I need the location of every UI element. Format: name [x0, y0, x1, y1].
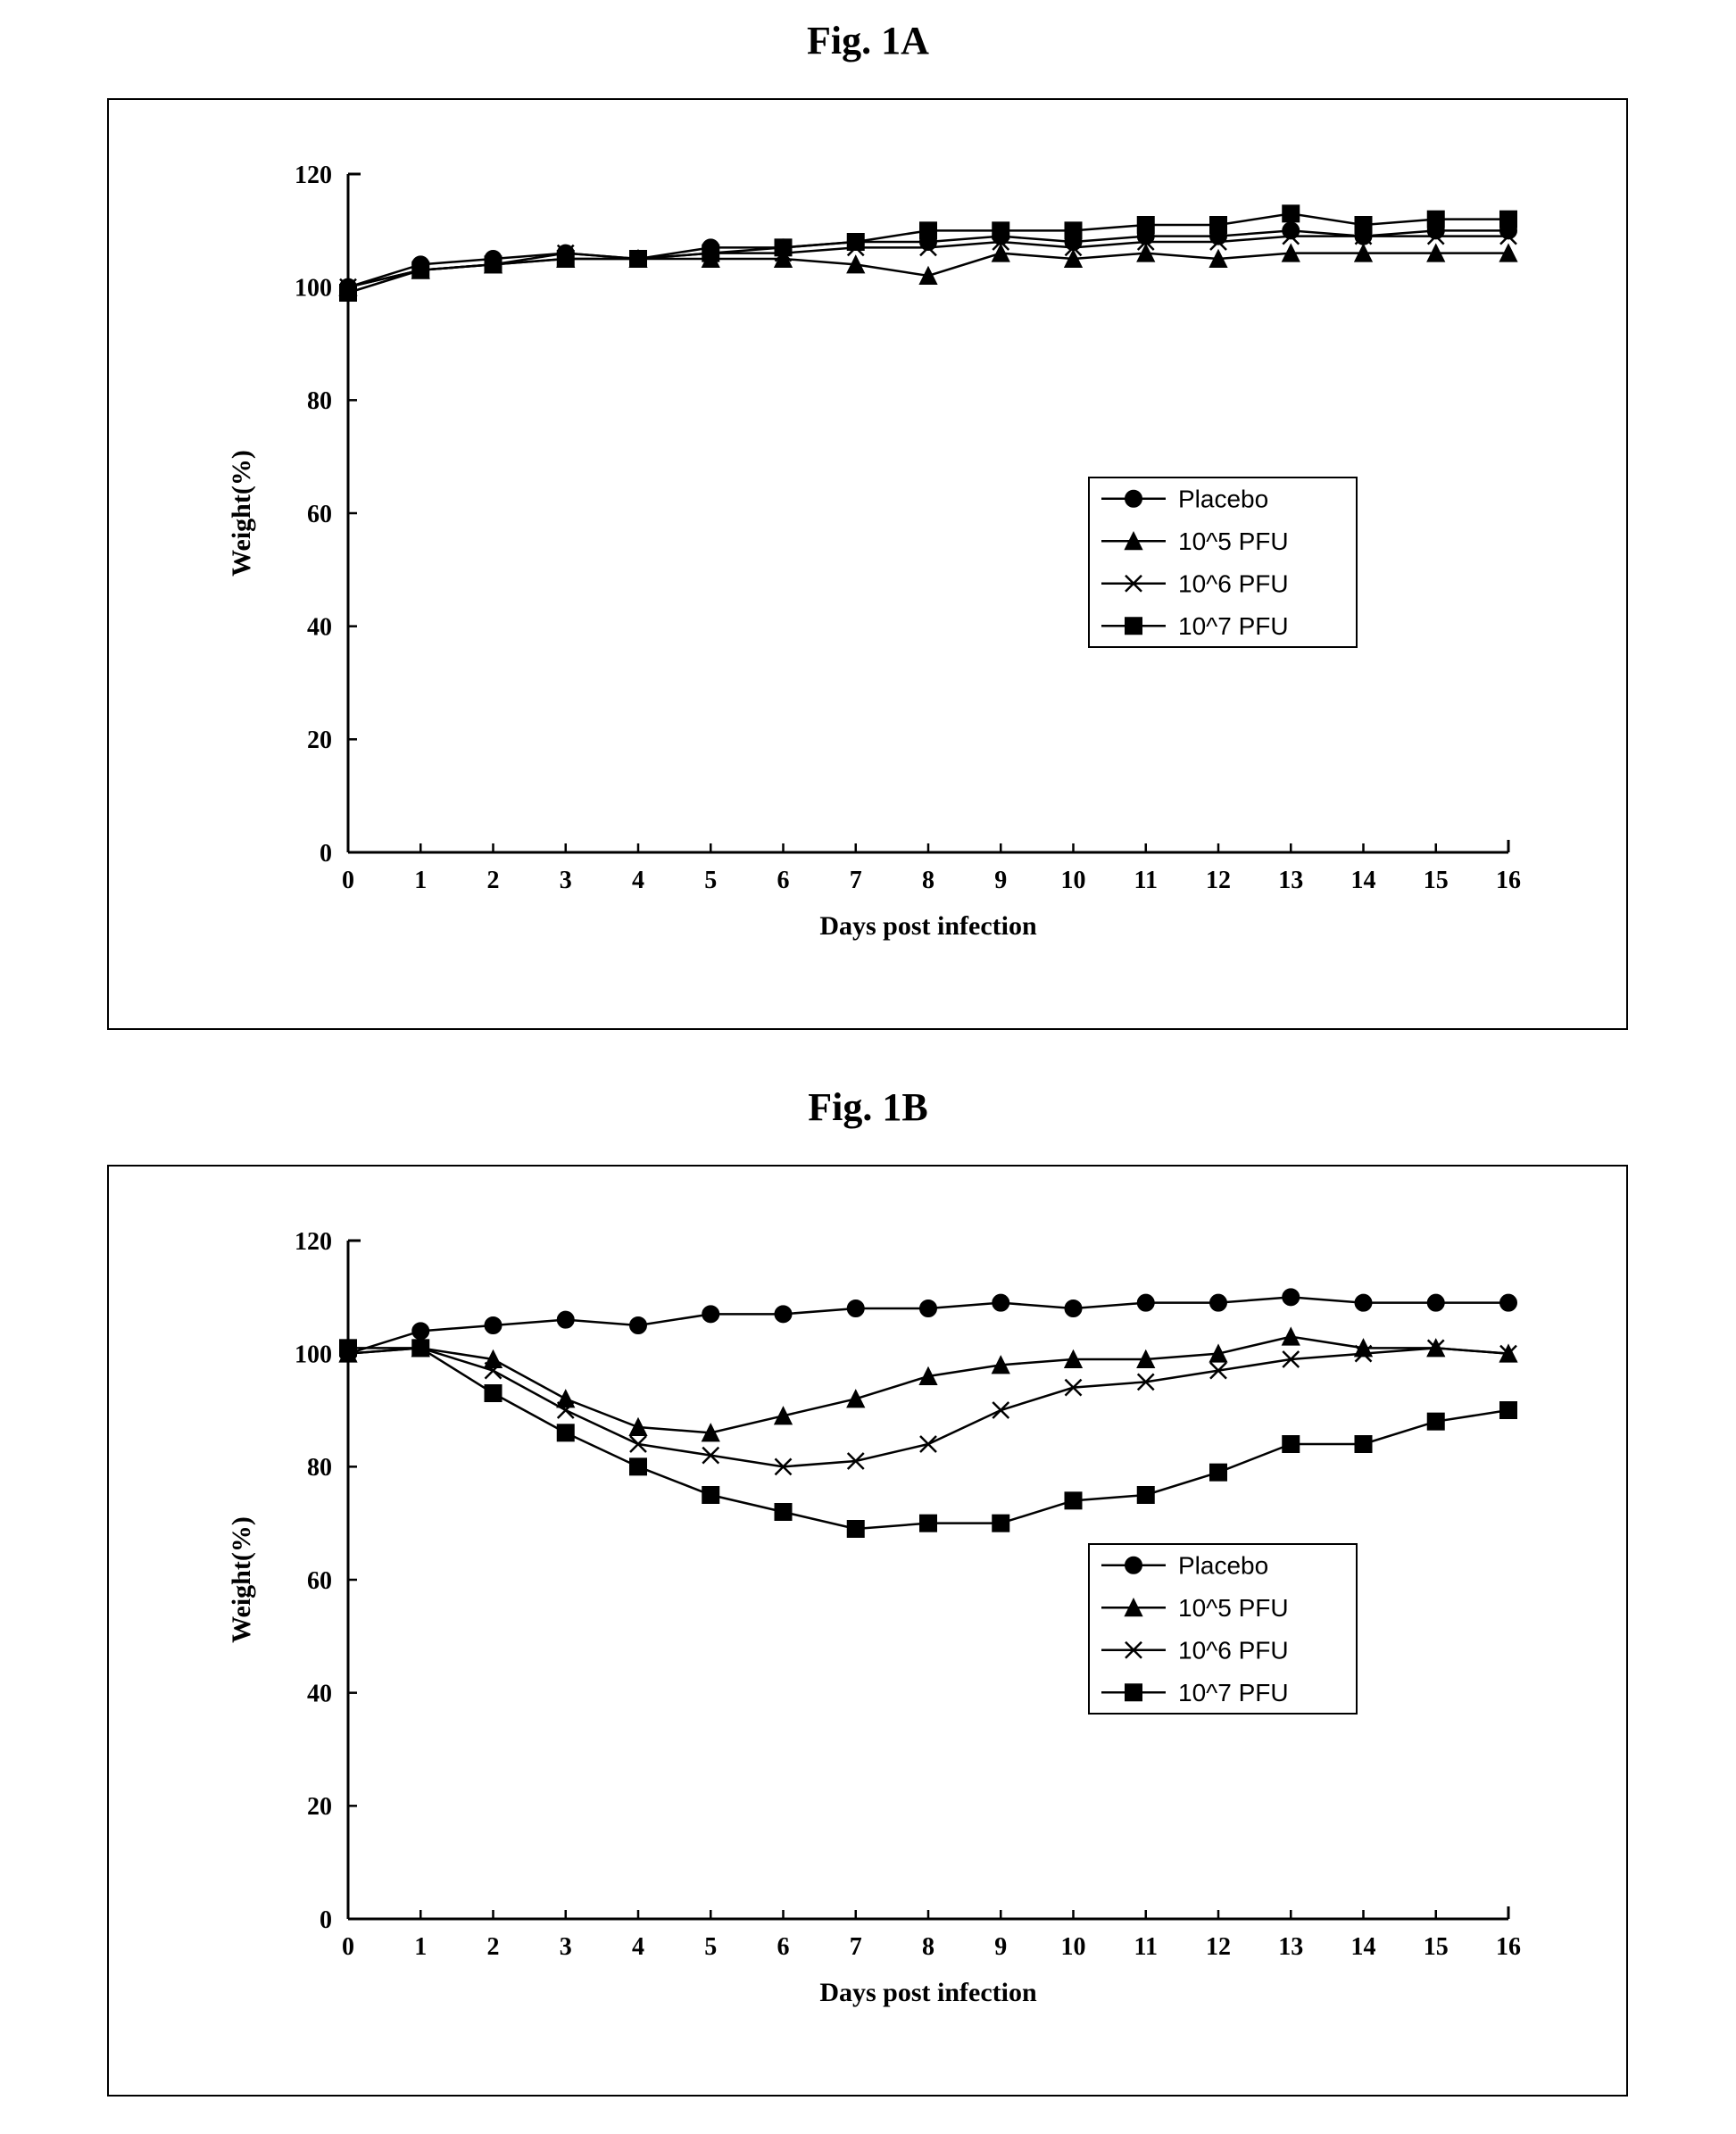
- svg-text:6: 6: [777, 867, 790, 894]
- svg-text:3: 3: [560, 867, 572, 894]
- svg-text:10^7 PFU: 10^7 PFU: [1178, 612, 1289, 640]
- svg-text:10^7 PFU: 10^7 PFU: [1178, 1679, 1289, 1706]
- svg-text:9: 9: [994, 1933, 1007, 1961]
- svg-text:10^5 PFU: 10^5 PFU: [1178, 1594, 1289, 1622]
- svg-text:1: 1: [414, 867, 427, 894]
- svg-text:120: 120: [295, 162, 332, 189]
- svg-text:7: 7: [850, 1933, 862, 1961]
- chart-b: 020406080100120012345678910111213141516D…: [143, 1187, 1589, 2075]
- svg-text:15: 15: [1424, 867, 1449, 894]
- svg-text:16: 16: [1496, 1933, 1521, 1961]
- svg-text:11: 11: [1134, 867, 1158, 894]
- svg-text:0: 0: [342, 1933, 354, 1961]
- svg-text:10^5 PFU: 10^5 PFU: [1178, 527, 1289, 555]
- svg-text:3: 3: [560, 1933, 572, 1961]
- svg-text:Placebo: Placebo: [1178, 1552, 1268, 1580]
- svg-text:80: 80: [307, 1454, 332, 1482]
- svg-text:8: 8: [922, 867, 934, 894]
- svg-text:0: 0: [320, 1906, 332, 1934]
- svg-text:100: 100: [295, 1341, 332, 1368]
- svg-text:15: 15: [1424, 1933, 1449, 1961]
- svg-text:14: 14: [1351, 867, 1376, 894]
- svg-text:7: 7: [850, 867, 862, 894]
- svg-text:Placebo: Placebo: [1178, 486, 1268, 513]
- svg-text:20: 20: [307, 1793, 332, 1821]
- svg-text:6: 6: [777, 1933, 790, 1961]
- svg-text:10^6 PFU: 10^6 PFU: [1178, 1637, 1289, 1665]
- svg-text:8: 8: [922, 1933, 934, 1961]
- svg-text:Weight(%): Weight(%): [227, 1516, 256, 1643]
- svg-text:0: 0: [320, 840, 332, 868]
- svg-text:40: 40: [307, 1680, 332, 1707]
- svg-text:Days post infection: Days post infection: [819, 1978, 1037, 2007]
- svg-text:120: 120: [295, 1228, 332, 1256]
- svg-text:60: 60: [307, 501, 332, 528]
- fig-1b-title: Fig. 1B: [0, 1084, 1736, 1130]
- svg-text:10: 10: [1061, 1933, 1086, 1961]
- svg-text:10^6 PFU: 10^6 PFU: [1178, 570, 1289, 598]
- svg-text:Weight(%): Weight(%): [227, 450, 256, 577]
- svg-text:2: 2: [487, 1933, 500, 1961]
- svg-text:5: 5: [704, 1933, 717, 1961]
- svg-text:Days post infection: Days post infection: [819, 911, 1037, 941]
- svg-text:13: 13: [1278, 1933, 1303, 1961]
- svg-text:2: 2: [487, 867, 500, 894]
- svg-text:60: 60: [307, 1567, 332, 1595]
- svg-text:5: 5: [704, 867, 717, 894]
- svg-text:1: 1: [414, 1933, 427, 1961]
- fig-1a-title: Fig. 1A: [0, 18, 1736, 63]
- svg-text:100: 100: [295, 274, 332, 302]
- svg-text:0: 0: [342, 867, 354, 894]
- svg-text:4: 4: [632, 867, 644, 894]
- svg-text:20: 20: [307, 727, 332, 754]
- svg-text:10: 10: [1061, 867, 1086, 894]
- chart-a: 020406080100120012345678910111213141516D…: [143, 120, 1589, 1009]
- svg-text:9: 9: [994, 867, 1007, 894]
- svg-text:13: 13: [1278, 867, 1303, 894]
- svg-text:11: 11: [1134, 1933, 1158, 1961]
- svg-text:12: 12: [1206, 867, 1231, 894]
- svg-text:80: 80: [307, 387, 332, 415]
- svg-text:14: 14: [1351, 1933, 1376, 1961]
- svg-text:4: 4: [632, 1933, 644, 1961]
- svg-text:40: 40: [307, 613, 332, 641]
- svg-text:12: 12: [1206, 1933, 1231, 1961]
- svg-text:16: 16: [1496, 867, 1521, 894]
- page: Fig. 1A 02040608010012001234567891011121…: [0, 0, 1736, 2134]
